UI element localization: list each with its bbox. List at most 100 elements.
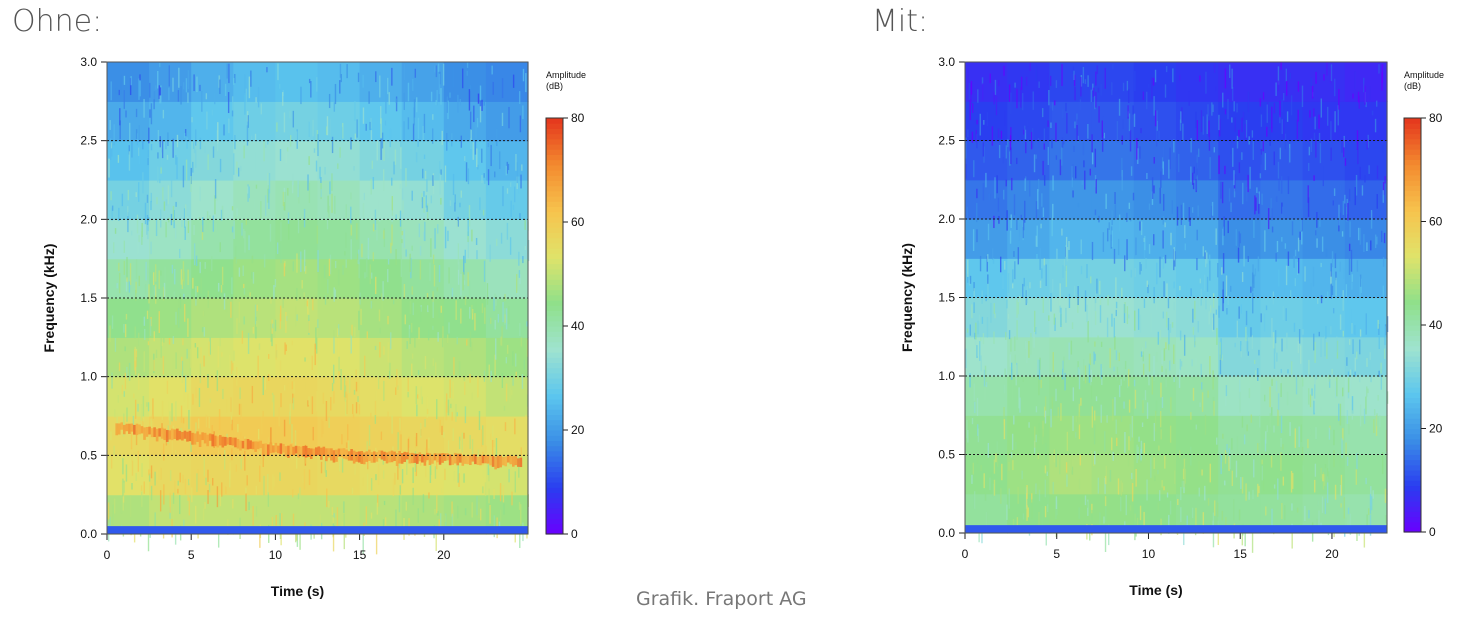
colorbar-step xyxy=(546,357,563,363)
texture-streak xyxy=(333,391,335,404)
texture-streak xyxy=(1370,496,1373,511)
texture-streak xyxy=(354,463,356,475)
harmonic-mark xyxy=(160,427,164,439)
harmonic-mark xyxy=(153,427,156,438)
texture-streak xyxy=(1072,190,1074,198)
texture-streak xyxy=(1164,455,1166,469)
texture-streak xyxy=(442,326,444,340)
texture-streak xyxy=(1086,501,1089,508)
texture-streak xyxy=(1318,114,1320,129)
harmonic-mark xyxy=(451,455,454,465)
texture-streak xyxy=(1351,369,1353,376)
texture-streak xyxy=(1116,437,1118,447)
texture-streak xyxy=(129,122,131,141)
texture-streak xyxy=(417,369,420,375)
harmonic-mark xyxy=(155,428,159,442)
texture-streak xyxy=(315,160,318,172)
texture-streak xyxy=(1099,305,1102,323)
texture-streak xyxy=(1155,351,1158,363)
texture-streak xyxy=(1330,326,1332,335)
texture-streak xyxy=(341,458,344,473)
texture-streak xyxy=(1160,382,1162,398)
texture-streak xyxy=(397,460,399,480)
x-tick-label: 20 xyxy=(1325,547,1339,561)
texture-streak xyxy=(1124,360,1127,370)
texture-streak xyxy=(1298,426,1300,448)
texture-streak xyxy=(341,521,343,531)
texture-streak xyxy=(1018,387,1020,409)
harmonic-mark xyxy=(446,453,449,461)
texture-streak xyxy=(154,264,157,282)
texture-streak xyxy=(1164,254,1167,264)
texture-streak xyxy=(1324,498,1327,515)
texture-streak xyxy=(492,81,494,95)
texture-streak xyxy=(361,243,363,258)
texture-streak xyxy=(391,196,393,216)
texture-streak xyxy=(1128,202,1131,209)
texture-streak xyxy=(188,409,190,430)
texture-streak xyxy=(113,445,115,456)
colorbar-step xyxy=(546,263,563,270)
texture-streak xyxy=(1179,358,1182,371)
texture-streak xyxy=(1027,507,1029,518)
heatmap-cell xyxy=(233,101,276,142)
texture-streak xyxy=(1020,86,1022,108)
texture-streak xyxy=(242,436,244,443)
texture-streak xyxy=(1134,70,1136,92)
texture-streak xyxy=(1345,284,1348,304)
texture-streak xyxy=(345,442,348,448)
texture-streak xyxy=(214,93,216,105)
colorbar-step xyxy=(546,164,563,171)
texture-streak xyxy=(175,69,178,76)
texture-streak xyxy=(1196,174,1198,191)
texture-streak xyxy=(343,513,345,528)
texture-streak xyxy=(1022,513,1025,520)
texture-streak xyxy=(1264,439,1267,452)
texture-streak xyxy=(1000,488,1002,504)
texture-streak xyxy=(1039,248,1041,270)
texture-streak xyxy=(989,73,991,84)
texture-streak xyxy=(1183,334,1186,356)
texture-streak xyxy=(1356,528,1358,541)
texture-streak xyxy=(419,457,422,466)
texture-streak xyxy=(333,287,335,302)
texture-streak xyxy=(1156,262,1158,285)
texture-streak xyxy=(379,342,381,358)
colorbar-step xyxy=(546,497,563,504)
texture-streak xyxy=(308,182,311,204)
harmonic-mark xyxy=(416,453,419,464)
texture-streak xyxy=(1055,80,1058,88)
texture-streak xyxy=(181,375,184,383)
texture-streak xyxy=(128,281,131,293)
texture-streak xyxy=(1084,290,1087,312)
texture-streak xyxy=(1190,446,1192,466)
texture-streak xyxy=(409,253,411,272)
texture-streak xyxy=(1001,463,1003,481)
texture-streak xyxy=(525,414,527,425)
texture-streak xyxy=(1259,173,1262,179)
texture-streak xyxy=(1182,202,1185,220)
texture-streak xyxy=(1139,505,1142,521)
texture-streak xyxy=(438,307,440,319)
texture-streak xyxy=(494,171,496,178)
texture-streak xyxy=(123,90,125,109)
texture-streak xyxy=(287,187,289,196)
texture-streak xyxy=(1153,422,1156,442)
texture-streak xyxy=(122,478,124,497)
harmonic-mark xyxy=(277,445,280,454)
texture-streak xyxy=(231,448,233,461)
texture-streak xyxy=(1161,480,1163,488)
colorbar-step xyxy=(1404,371,1421,378)
harmonic-mark xyxy=(373,451,376,463)
texture-streak xyxy=(451,501,453,517)
texture-streak xyxy=(999,256,1002,273)
colorbar-step xyxy=(1404,154,1421,160)
texture-streak xyxy=(464,249,466,264)
harmonic-mark xyxy=(517,458,520,467)
texture-streak xyxy=(1169,360,1171,371)
texture-streak xyxy=(1019,397,1021,413)
texture-streak xyxy=(967,259,969,277)
texture-streak xyxy=(1378,324,1380,335)
texture-streak xyxy=(1335,277,1337,297)
texture-streak xyxy=(339,63,342,78)
